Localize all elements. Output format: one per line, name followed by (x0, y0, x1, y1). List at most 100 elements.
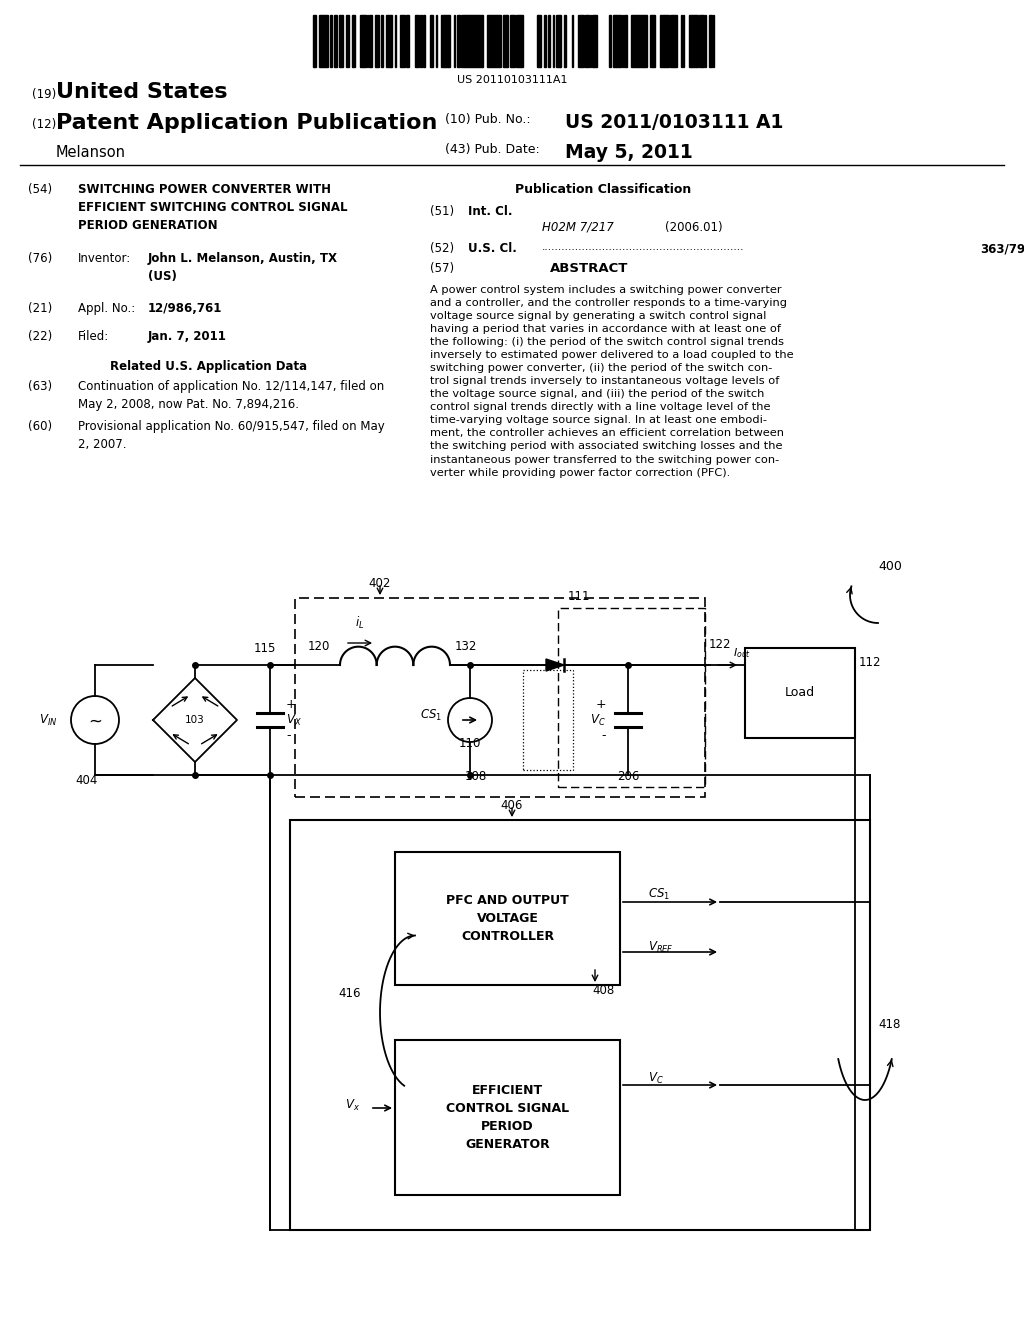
Polygon shape (546, 659, 564, 671)
Bar (670, 15, 672, 67)
Text: Related U.S. Application Data: Related U.S. Application Data (110, 360, 307, 374)
Text: (19): (19) (32, 88, 56, 102)
Bar (326, 15, 328, 67)
Bar (609, 15, 611, 67)
Text: Filed:: Filed: (78, 330, 110, 343)
Bar (556, 15, 558, 67)
Text: US 20110103111A1: US 20110103111A1 (457, 75, 567, 84)
Text: 132: 132 (455, 640, 477, 653)
Bar (470, 15, 472, 67)
Text: -: - (286, 730, 291, 742)
Text: 110: 110 (459, 737, 481, 750)
Bar (548, 15, 550, 67)
Bar (395, 851, 620, 985)
Bar (644, 15, 646, 67)
Bar (323, 15, 326, 67)
Text: $V_{IN}$: $V_{IN}$ (39, 713, 57, 727)
Text: Continuation of application No. 12/114,147, filed on
May 2, 2008, now Pat. No. 7: Continuation of application No. 12/114,1… (78, 380, 384, 411)
Text: 408: 408 (593, 983, 615, 997)
Bar (441, 15, 444, 67)
Bar (689, 15, 691, 67)
Text: EFFICIENT
CONTROL SIGNAL
PERIOD
GENERATOR: EFFICIENT CONTROL SIGNAL PERIOD GENERATO… (445, 1084, 569, 1151)
Text: $V_C$: $V_C$ (590, 713, 606, 727)
Text: (21): (21) (28, 302, 52, 315)
Text: Jan. 7, 2011: Jan. 7, 2011 (148, 330, 227, 343)
Bar (652, 15, 655, 67)
Bar (314, 15, 316, 67)
Bar (616, 15, 618, 67)
Text: 404: 404 (75, 774, 97, 787)
Text: A power control system includes a switching power converter
and a controller, an: A power control system includes a switch… (430, 285, 794, 478)
Bar (595, 15, 597, 67)
Bar (290, 820, 870, 1230)
Bar (496, 15, 499, 67)
Bar (558, 609, 705, 787)
Text: (57): (57) (430, 261, 454, 275)
Bar (401, 15, 403, 67)
Bar (672, 15, 674, 67)
Bar (578, 15, 581, 67)
Text: Provisional application No. 60/915,547, filed on May
2, 2007.: Provisional application No. 60/915,547, … (78, 420, 385, 451)
Text: Patent Application Publication: Patent Application Publication (56, 114, 437, 133)
Bar (624, 15, 627, 67)
Text: 402: 402 (369, 577, 391, 590)
Bar (613, 15, 616, 67)
Bar (403, 15, 406, 67)
Bar (474, 15, 476, 67)
Text: 406: 406 (501, 799, 523, 812)
Bar (295, 598, 705, 797)
Text: 206: 206 (616, 770, 639, 783)
Text: ~: ~ (88, 713, 102, 731)
Bar (479, 15, 482, 67)
Text: $CS_1$: $CS_1$ (420, 708, 442, 723)
Text: (12): (12) (32, 117, 56, 131)
Text: 122: 122 (709, 638, 731, 651)
Bar (701, 15, 703, 67)
Bar (694, 15, 696, 67)
Text: May 5, 2011: May 5, 2011 (565, 143, 693, 162)
Text: (2006.01): (2006.01) (665, 220, 723, 234)
Bar (353, 15, 355, 67)
Bar (667, 15, 669, 67)
Text: H02M 7/217: H02M 7/217 (542, 220, 613, 234)
Bar (538, 15, 540, 67)
Text: ............................................................: ........................................… (542, 242, 744, 252)
Text: 103: 103 (185, 715, 205, 725)
Text: 112: 112 (859, 656, 882, 668)
Bar (618, 15, 621, 67)
Bar (587, 15, 589, 67)
Bar (692, 15, 694, 67)
Bar (544, 15, 546, 67)
Bar (675, 15, 677, 67)
Bar (416, 15, 419, 67)
Text: U.S. Cl.: U.S. Cl. (468, 242, 517, 255)
Text: (43) Pub. Date:: (43) Pub. Date: (445, 143, 540, 156)
Text: SWITCHING POWER CONVERTER WITH
EFFICIENT SWITCHING CONTROL SIGNAL
PERIOD GENERAT: SWITCHING POWER CONVERTER WITH EFFICIENT… (78, 183, 347, 232)
Bar (369, 15, 372, 67)
Bar (631, 15, 634, 67)
Bar (499, 15, 501, 67)
Text: Appl. No.:: Appl. No.: (78, 302, 135, 315)
Text: John L. Melanson, Austin, TX
(US): John L. Melanson, Austin, TX (US) (148, 252, 338, 282)
Bar (665, 15, 667, 67)
Bar (431, 15, 433, 67)
Text: $I_{out}$: $I_{out}$ (733, 647, 752, 660)
Bar (386, 15, 388, 67)
Text: -: - (601, 730, 606, 742)
Bar (467, 15, 469, 67)
Text: $V_X$: $V_X$ (286, 713, 302, 727)
Text: (60): (60) (28, 420, 52, 433)
Text: 363/79: 363/79 (980, 242, 1024, 255)
Bar (516, 15, 518, 67)
Bar (662, 15, 664, 67)
Text: (54): (54) (28, 183, 52, 195)
Bar (650, 15, 652, 67)
Text: +: + (286, 697, 297, 710)
Text: (51): (51) (430, 205, 454, 218)
Text: US 2011/0103111 A1: US 2011/0103111 A1 (565, 114, 783, 132)
Text: 418: 418 (878, 1019, 900, 1031)
Text: $V_x$: $V_x$ (345, 1097, 360, 1113)
Bar (461, 15, 463, 67)
Bar (395, 1040, 620, 1195)
Bar (504, 15, 506, 67)
